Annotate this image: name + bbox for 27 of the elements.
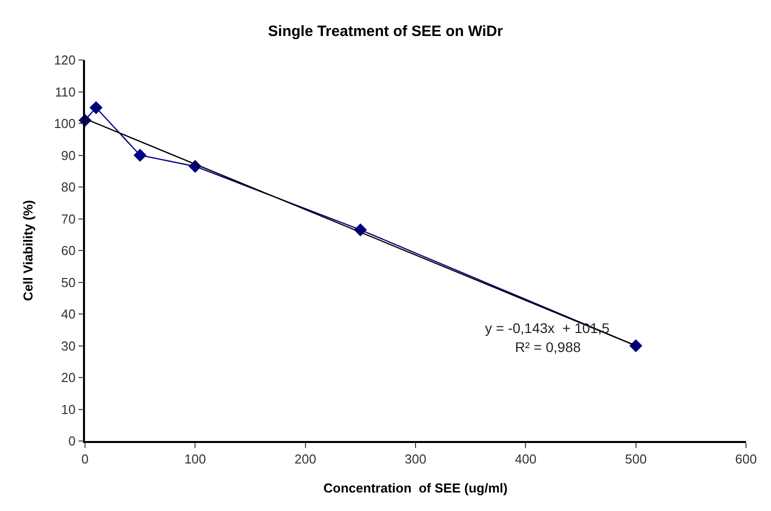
- x-tick-label: 100: [184, 451, 206, 466]
- x-tick-label: 500: [624, 451, 647, 466]
- x-tick-label: 200: [294, 451, 316, 466]
- x-axis-title: Concentration of SEE (ug/ml): [323, 480, 508, 496]
- y-tick-label: 90: [61, 148, 76, 163]
- y-tick-label: 40: [61, 306, 76, 322]
- x-tick-label: 300: [404, 451, 426, 466]
- y-tick-label: 20: [61, 370, 76, 386]
- y-tick-label: 50: [61, 274, 76, 290]
- y-tick-label: 0: [68, 434, 76, 449]
- y-axis-title: Cell Viability (%): [20, 200, 36, 301]
- y-tick-label: 120: [54, 52, 76, 68]
- x-tick-label: 400: [514, 451, 537, 466]
- point: [134, 148, 147, 162]
- y-tick-label: 110: [54, 84, 76, 100]
- chart-title: Single Treatment of SEE on WiDr: [268, 23, 504, 40]
- y-tick-label: 100: [54, 116, 76, 132]
- point: [629, 339, 642, 352]
- point: [90, 101, 103, 114]
- y-tick-label: 80: [61, 180, 76, 195]
- x-tick-label: 600: [735, 451, 757, 466]
- annotation: R² = 0,988: [515, 339, 581, 355]
- y-tick-label: 30: [61, 338, 76, 354]
- x-tick-label: 0: [81, 451, 89, 466]
- y-tick-label: 10: [61, 402, 76, 417]
- y-tick-label: 70: [61, 211, 76, 226]
- y-tick-label: 60: [61, 243, 76, 258]
